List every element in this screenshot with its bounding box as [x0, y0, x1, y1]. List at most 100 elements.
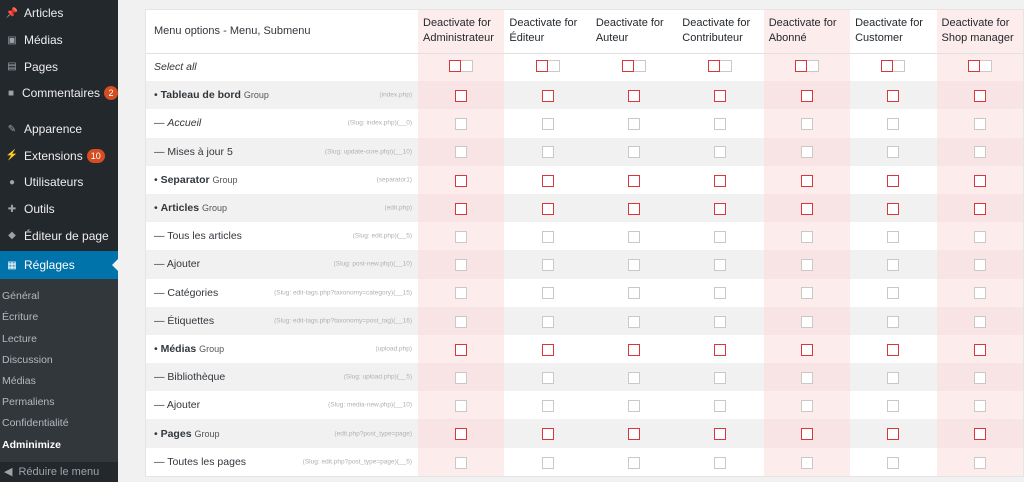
- deactivate-checkbox[interactable]: [887, 259, 900, 272]
- deactivate-checkbox[interactable]: [973, 146, 986, 159]
- deactivate-checkbox[interactable]: [973, 90, 986, 103]
- sidebar-item-outils[interactable]: ✚ Outils: [0, 196, 118, 223]
- select-all-checkbox-secondary[interactable]: [979, 59, 992, 72]
- deactivate-checkbox[interactable]: [887, 90, 900, 103]
- select-all-checkbox[interactable]: [794, 59, 807, 72]
- deactivate-checkbox[interactable]: [973, 315, 986, 328]
- collapse-menu-button[interactable]: ◀ Réduire le menu: [0, 462, 118, 482]
- deactivate-checkbox[interactable]: [714, 371, 727, 384]
- submenu-item[interactable]: Lecture: [2, 332, 38, 345]
- sidebar-item--diteur-de-page[interactable]: ◆ Éditeur de page: [0, 223, 118, 250]
- deactivate-checkbox[interactable]: [714, 343, 727, 356]
- deactivate-checkbox[interactable]: [541, 118, 554, 131]
- deactivate-checkbox[interactable]: [628, 315, 641, 328]
- deactivate-checkbox[interactable]: [800, 231, 813, 244]
- deactivate-checkbox[interactable]: [887, 174, 900, 187]
- deactivate-checkbox[interactable]: [887, 456, 900, 469]
- deactivate-checkbox[interactable]: [455, 146, 468, 159]
- deactivate-checkbox[interactable]: [800, 343, 813, 356]
- deactivate-checkbox[interactable]: [973, 174, 986, 187]
- deactivate-checkbox[interactable]: [628, 428, 641, 441]
- deactivate-checkbox[interactable]: [714, 90, 727, 103]
- deactivate-checkbox[interactable]: [714, 428, 727, 441]
- deactivate-checkbox[interactable]: [628, 371, 641, 384]
- deactivate-checkbox[interactable]: [800, 146, 813, 159]
- deactivate-checkbox[interactable]: [887, 428, 900, 441]
- sidebar-item-commentaires[interactable]: ■ Commentaires 2: [0, 80, 118, 107]
- deactivate-checkbox[interactable]: [714, 456, 727, 469]
- deactivate-checkbox[interactable]: [887, 287, 900, 300]
- deactivate-checkbox[interactable]: [455, 174, 468, 187]
- sidebar-item-m-dias[interactable]: ▣ Médias: [0, 27, 118, 54]
- deactivate-checkbox[interactable]: [714, 202, 727, 215]
- deactivate-checkbox[interactable]: [628, 231, 641, 244]
- deactivate-checkbox[interactable]: [541, 90, 554, 103]
- deactivate-checkbox[interactable]: [541, 202, 554, 215]
- deactivate-checkbox[interactable]: [541, 428, 554, 441]
- deactivate-checkbox[interactable]: [800, 371, 813, 384]
- select-all-checkbox[interactable]: [622, 59, 635, 72]
- deactivate-checkbox[interactable]: [541, 287, 554, 300]
- deactivate-checkbox[interactable]: [973, 202, 986, 215]
- sidebar-item-r-glages[interactable]: ▦ Réglages: [0, 251, 118, 280]
- select-all-checkbox-secondary[interactable]: [720, 59, 733, 72]
- deactivate-checkbox[interactable]: [455, 259, 468, 272]
- deactivate-checkbox[interactable]: [541, 174, 554, 187]
- deactivate-checkbox[interactable]: [800, 456, 813, 469]
- deactivate-checkbox[interactable]: [973, 456, 986, 469]
- deactivate-checkbox[interactable]: [628, 343, 641, 356]
- deactivate-checkbox[interactable]: [628, 174, 641, 187]
- deactivate-checkbox[interactable]: [800, 90, 813, 103]
- deactivate-checkbox[interactable]: [455, 231, 468, 244]
- deactivate-checkbox[interactable]: [628, 259, 641, 272]
- deactivate-checkbox[interactable]: [714, 287, 727, 300]
- deactivate-checkbox[interactable]: [628, 456, 641, 469]
- deactivate-checkbox[interactable]: [714, 400, 727, 413]
- select-all-checkbox-secondary[interactable]: [806, 59, 819, 72]
- submenu-item[interactable]: Discussion: [2, 353, 53, 366]
- deactivate-checkbox[interactable]: [714, 231, 727, 244]
- select-all-checkbox[interactable]: [449, 59, 462, 72]
- deactivate-checkbox[interactable]: [800, 259, 813, 272]
- deactivate-checkbox[interactable]: [541, 146, 554, 159]
- deactivate-checkbox[interactable]: [800, 400, 813, 413]
- deactivate-checkbox[interactable]: [800, 428, 813, 441]
- deactivate-checkbox[interactable]: [714, 118, 727, 131]
- deactivate-checkbox[interactable]: [455, 400, 468, 413]
- deactivate-checkbox[interactable]: [973, 231, 986, 244]
- deactivate-checkbox[interactable]: [887, 118, 900, 131]
- deactivate-checkbox[interactable]: [541, 400, 554, 413]
- select-all-checkbox[interactable]: [535, 59, 548, 72]
- deactivate-checkbox[interactable]: [800, 287, 813, 300]
- select-all-checkbox-secondary[interactable]: [461, 59, 474, 72]
- deactivate-checkbox[interactable]: [455, 90, 468, 103]
- deactivate-checkbox[interactable]: [887, 371, 900, 384]
- select-all-checkbox-secondary[interactable]: [893, 59, 906, 72]
- deactivate-checkbox[interactable]: [455, 118, 468, 131]
- deactivate-checkbox[interactable]: [714, 315, 727, 328]
- submenu-item[interactable]: Adminimize: [2, 438, 61, 451]
- deactivate-checkbox[interactable]: [628, 90, 641, 103]
- deactivate-checkbox[interactable]: [887, 202, 900, 215]
- deactivate-checkbox[interactable]: [887, 343, 900, 356]
- deactivate-checkbox[interactable]: [455, 343, 468, 356]
- sidebar-item-articles[interactable]: 📌 Articles: [0, 0, 118, 27]
- deactivate-checkbox[interactable]: [455, 287, 468, 300]
- deactivate-checkbox[interactable]: [800, 174, 813, 187]
- deactivate-checkbox[interactable]: [973, 400, 986, 413]
- deactivate-checkbox[interactable]: [887, 146, 900, 159]
- deactivate-checkbox[interactable]: [628, 287, 641, 300]
- deactivate-checkbox[interactable]: [541, 456, 554, 469]
- select-all-checkbox-secondary[interactable]: [634, 59, 647, 72]
- deactivate-checkbox[interactable]: [455, 371, 468, 384]
- deactivate-checkbox[interactable]: [714, 146, 727, 159]
- deactivate-checkbox[interactable]: [714, 174, 727, 187]
- deactivate-checkbox[interactable]: [973, 287, 986, 300]
- select-all-checkbox[interactable]: [881, 59, 894, 72]
- deactivate-checkbox[interactable]: [714, 259, 727, 272]
- deactivate-checkbox[interactable]: [541, 259, 554, 272]
- deactivate-checkbox[interactable]: [541, 343, 554, 356]
- deactivate-checkbox[interactable]: [973, 371, 986, 384]
- submenu-item[interactable]: Confidentialité: [2, 417, 69, 430]
- submenu-item[interactable]: Général: [2, 290, 40, 303]
